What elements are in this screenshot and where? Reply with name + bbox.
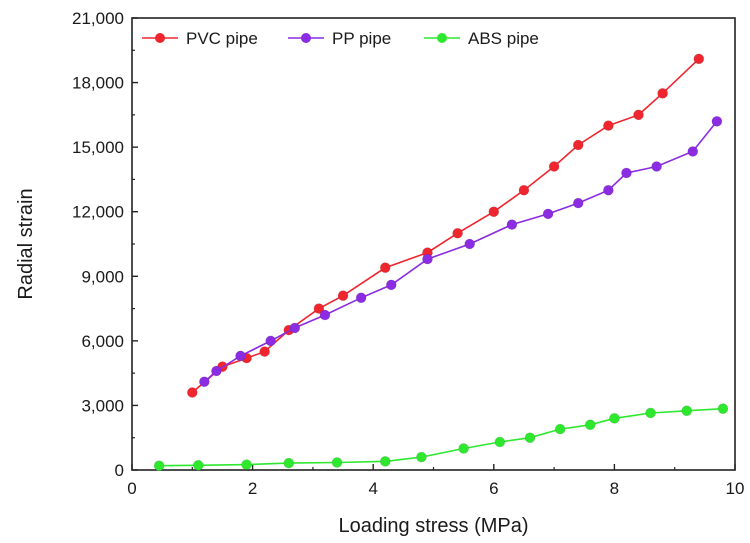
y-tick-label: 18,000 (72, 74, 124, 93)
pvc-pipe-point (313, 303, 325, 314)
y-axis-title: Radial strain (15, 188, 37, 299)
pvc-pipe-series (187, 53, 705, 398)
x-tick-label: 10 (726, 479, 745, 498)
pp-pipe-point (265, 335, 276, 347)
legend-marker (301, 33, 311, 43)
pvc-pipe-point (548, 161, 560, 172)
abs-pipe-point (331, 457, 343, 468)
pp-pipe-point (687, 146, 699, 157)
pvc-pipe-point (259, 346, 270, 357)
pp-pipe-series (199, 116, 723, 388)
pvc-pipe-point (337, 290, 349, 301)
pp-pipe-point (711, 116, 723, 127)
abs-pipe-point (193, 459, 204, 471)
abs-pipe-point (494, 436, 506, 448)
pvc-pipe-point (518, 184, 530, 196)
pvc-pipe-point (657, 88, 668, 99)
legend-marker (437, 33, 447, 43)
pp-pipe-point (211, 365, 222, 377)
pp-pipe-point (355, 292, 367, 304)
abs-pipe-point (681, 405, 693, 417)
y-tick-label: 6,000 (81, 332, 124, 351)
pvc-pipe-point (452, 227, 463, 239)
abs-pipe-point (458, 443, 469, 454)
y-tick-label: 9,000 (81, 267, 124, 286)
legend-item-pvc-pipe: PVC pipe (142, 29, 258, 48)
series-layer (153, 53, 729, 471)
pp-pipe-point (572, 197, 584, 209)
pvc-pipe-point (603, 120, 614, 131)
x-tick-label: 8 (610, 479, 619, 498)
pp-pipe-point (506, 219, 518, 230)
legend-label: ABS pipe (468, 29, 539, 48)
y-tick-label: 3,000 (81, 396, 124, 415)
abs-pipe-point (153, 460, 165, 471)
abs-pipe-point (379, 456, 391, 467)
pvc-pipe-point (379, 262, 391, 273)
y-axis: 0 3,000 6,000 9,000 12,000 15,000 18,000 21,000 (72, 9, 138, 480)
abs-pipe-point (283, 457, 295, 469)
legend-label: PVC pipe (186, 29, 258, 48)
pp-pipe-line (203, 120, 718, 383)
x-axis-title: Loading stress (MPa) (338, 515, 528, 537)
abs-pipe-point (645, 407, 656, 419)
x-axis: 0 2 4 6 8 10 (127, 464, 744, 498)
abs-pipe-point (416, 451, 427, 463)
y-tick-label: 15,000 (72, 138, 124, 157)
abs-pipe-point (241, 459, 252, 470)
pp-pipe-point (289, 322, 301, 334)
pp-pipe-point (542, 208, 554, 220)
pvc-pipe-point (693, 53, 705, 65)
pp-pipe-point (603, 184, 614, 196)
x-tick-label: 4 (368, 479, 377, 498)
pp-pipe-point (235, 350, 246, 362)
y-tick-label: 21,000 (72, 9, 124, 28)
pvc-pipe-point (488, 206, 500, 218)
x-tick-label: 6 (489, 479, 498, 498)
abs-pipe-point (717, 403, 729, 414)
abs-pipe-point (584, 419, 596, 431)
legend-item-pp-pipe: PP pipe (288, 29, 391, 48)
pp-pipe-point (319, 309, 331, 321)
abs-pipe-point (554, 423, 566, 435)
x-tick-label: 2 (248, 479, 257, 498)
pvc-pipe-point (633, 109, 644, 121)
pp-pipe-point (199, 376, 210, 388)
y-tick-label: 0 (115, 461, 124, 480)
pvc-pipe-point (572, 139, 584, 151)
x-tick-label: 0 (127, 479, 136, 498)
pp-pipe-point (464, 238, 475, 250)
pp-pipe-point (621, 167, 632, 179)
legend-marker (155, 33, 165, 43)
legend: PVC pipe PP pipe ABS pipe (142, 29, 539, 48)
pp-pipe-point (422, 253, 433, 265)
legend-label: PP pipe (332, 29, 391, 48)
abs-pipe-point (524, 432, 536, 444)
abs-pipe-series (153, 403, 729, 471)
pvc-pipe-point (187, 387, 198, 398)
y-tick-label: 12,000 (72, 203, 124, 222)
pp-pipe-point (385, 279, 397, 291)
abs-pipe-point (609, 413, 620, 424)
plot-frame (131, 17, 736, 471)
legend-item-abs-pipe: ABS pipe (424, 29, 539, 48)
abs-pipe-line (159, 407, 723, 467)
pp-pipe-point (651, 161, 662, 172)
